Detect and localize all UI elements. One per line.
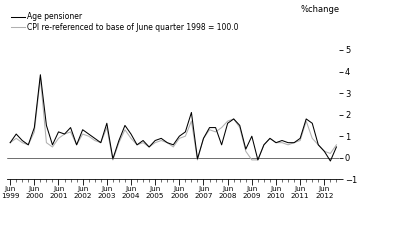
CPI re-referenced to base of June quarter 1998 = 100.0 [110, 158, 115, 161]
CPI re-referenced to base of June quarter 1998 = 100.0 [93, 139, 97, 142]
CPI re-referenced to base of June quarter 1998 = 100.0 [334, 143, 339, 146]
Age pensioner [334, 146, 339, 148]
Age pensioner [135, 143, 139, 146]
CPI re-referenced to base of June quarter 1998 = 100.0 [328, 152, 333, 155]
Age pensioner [74, 143, 79, 146]
Legend: Age pensioner, CPI re-referenced to base of June quarter 1998 = 100.0: Age pensioner, CPI re-referenced to base… [11, 12, 239, 32]
Age pensioner [93, 137, 97, 140]
Line: CPI re-referenced to base of June quarter 1998 = 100.0: CPI re-referenced to base of June quarte… [10, 78, 336, 160]
CPI re-referenced to base of June quarter 1998 = 100.0 [38, 76, 43, 79]
Line: Age pensioner: Age pensioner [10, 75, 336, 161]
Age pensioner [304, 118, 308, 120]
Age pensioner [322, 150, 327, 153]
CPI re-referenced to base of June quarter 1998 = 100.0 [310, 137, 315, 140]
Age pensioner [50, 143, 55, 146]
CPI re-referenced to base of June quarter 1998 = 100.0 [74, 143, 79, 146]
Age pensioner [328, 160, 333, 162]
Age pensioner [8, 141, 13, 144]
CPI re-referenced to base of June quarter 1998 = 100.0 [8, 141, 13, 144]
Age pensioner [38, 73, 43, 76]
CPI re-referenced to base of June quarter 1998 = 100.0 [141, 141, 145, 144]
Text: %change: %change [300, 5, 339, 14]
CPI re-referenced to base of June quarter 1998 = 100.0 [50, 146, 55, 148]
